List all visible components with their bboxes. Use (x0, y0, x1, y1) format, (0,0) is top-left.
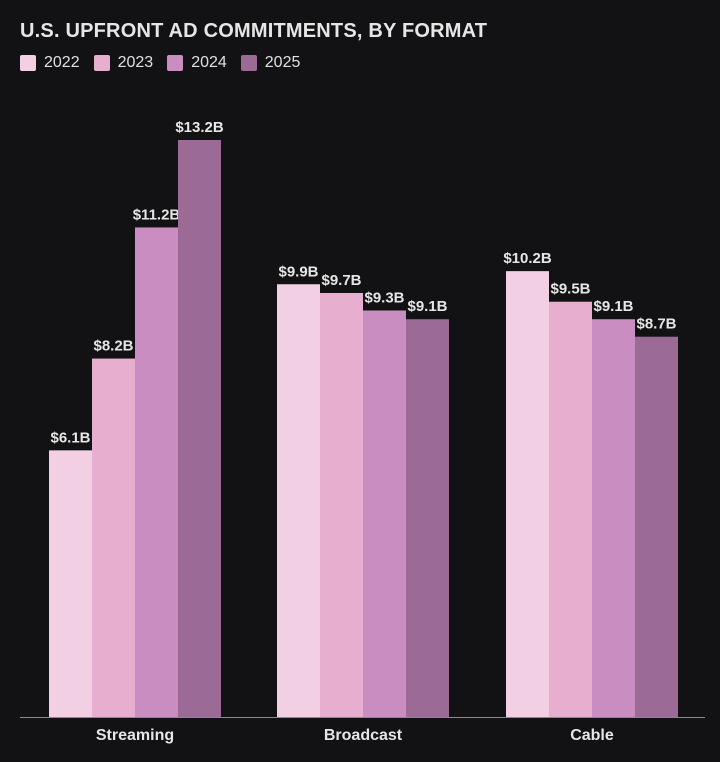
legend-swatch (167, 55, 184, 71)
bar-broadcast-2023 (320, 292, 363, 717)
legend-label: 2022 (44, 54, 80, 71)
data-label: $9.3B (364, 289, 404, 306)
bar-cable-2022 (506, 271, 549, 717)
bar-streaming-2025 (178, 140, 221, 717)
bar-broadcast-2024 (363, 310, 406, 717)
data-label: $8.2B (93, 338, 133, 355)
legend: 2022 2023 2024 2025 (20, 54, 300, 72)
x-tick-label: Streaming (96, 727, 174, 744)
data-label: $6.1B (50, 429, 90, 446)
legend-swatch (93, 55, 110, 71)
bar-streaming-2024 (135, 227, 178, 717)
data-label: $8.7B (636, 316, 676, 333)
legend-label: 2024 (191, 54, 227, 71)
bar-streaming-2022 (49, 450, 92, 717)
data-label: $9.9B (278, 263, 318, 280)
bar-broadcast-2022 (277, 284, 320, 717)
data-label: $9.1B (407, 298, 447, 315)
legend-label: 2025 (264, 54, 301, 71)
legend-swatch (20, 55, 36, 71)
legend-label: 2023 (117, 54, 154, 71)
x-tick-label: Cable (570, 727, 614, 744)
data-label: $13.2B (175, 119, 224, 136)
bar-broadcast-2025 (406, 319, 449, 717)
legend-item-2024: 2024 (167, 54, 227, 72)
bar-cable-2024 (592, 319, 635, 717)
data-label: $9.7B (321, 272, 361, 289)
data-label: $10.2B (503, 250, 552, 267)
bar-streaming-2023 (92, 358, 135, 717)
chart-title: U.S. UPFRONT AD COMMITMENTS, BY FORMAT (20, 20, 488, 42)
bar-cable-2025 (635, 336, 678, 717)
legend-item-2023: 2023 (93, 54, 154, 72)
legend-item-2025: 2025 (240, 54, 301, 72)
data-label: $11.2B (133, 206, 181, 223)
x-tick-label: Broadcast (324, 727, 403, 744)
data-label: $9.5B (550, 281, 590, 298)
data-label: $9.1B (593, 298, 633, 315)
legend-item-2022: 2022 (20, 54, 80, 72)
legend-swatch (240, 55, 257, 71)
bar-cable-2023 (549, 301, 592, 717)
